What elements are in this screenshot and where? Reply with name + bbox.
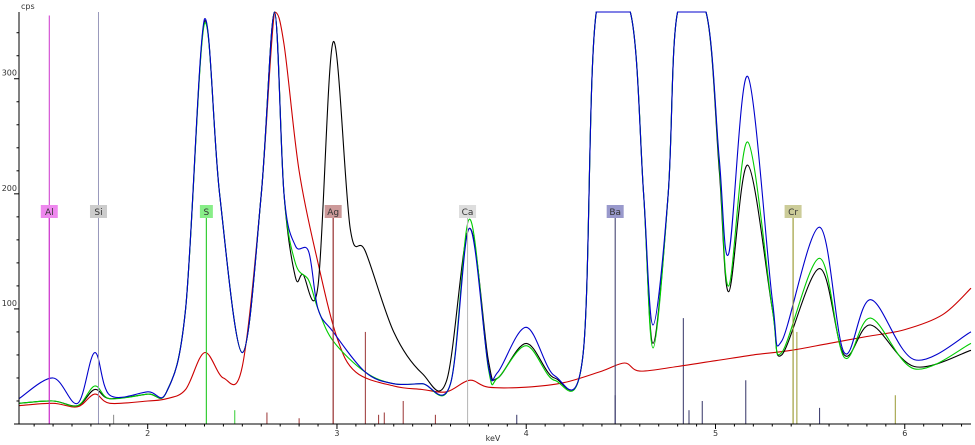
element-marker-box[interactable] <box>199 205 213 218</box>
x-tick-label: 2 <box>145 429 150 438</box>
x-tick-label: 5 <box>713 429 718 438</box>
element-marker-box[interactable] <box>784 205 802 218</box>
element-marker-box[interactable] <box>459 205 477 218</box>
y-tick-label: 300 <box>2 69 17 78</box>
y-tick-label: 200 <box>2 184 17 193</box>
element-marker-label: Si <box>94 208 102 218</box>
spectrum-series-line <box>18 11 972 408</box>
axis-ticks: 2 3 4 5 6 100 200 300 <box>2 32 963 438</box>
x-tick-label: 4 <box>524 429 529 438</box>
x-axis-label: keV <box>486 434 501 443</box>
element-marker-label: Ba <box>609 208 621 218</box>
element-marker-label: Al <box>45 208 54 218</box>
element-marker-box[interactable] <box>606 205 624 218</box>
element-marker-label: Ag <box>327 208 339 218</box>
y-axis-label: cps <box>21 2 35 11</box>
element-marker-label: Ca <box>462 208 474 218</box>
element-marker-box[interactable] <box>89 205 107 218</box>
element-marker-box[interactable] <box>324 205 342 218</box>
spectrum-series-line <box>18 11 972 404</box>
x-tick-label: 3 <box>334 429 339 438</box>
element-marker-box[interactable] <box>40 205 58 218</box>
y-tick-label: 100 <box>2 299 17 308</box>
element-marker-label: Cr <box>788 208 798 218</box>
element-markers: Al Si S Ag Ca Ba Cr <box>40 205 802 424</box>
element-marker-label: S <box>204 208 210 218</box>
x-tick-label: 6 <box>902 429 907 438</box>
spectrum-curves <box>18 11 972 408</box>
